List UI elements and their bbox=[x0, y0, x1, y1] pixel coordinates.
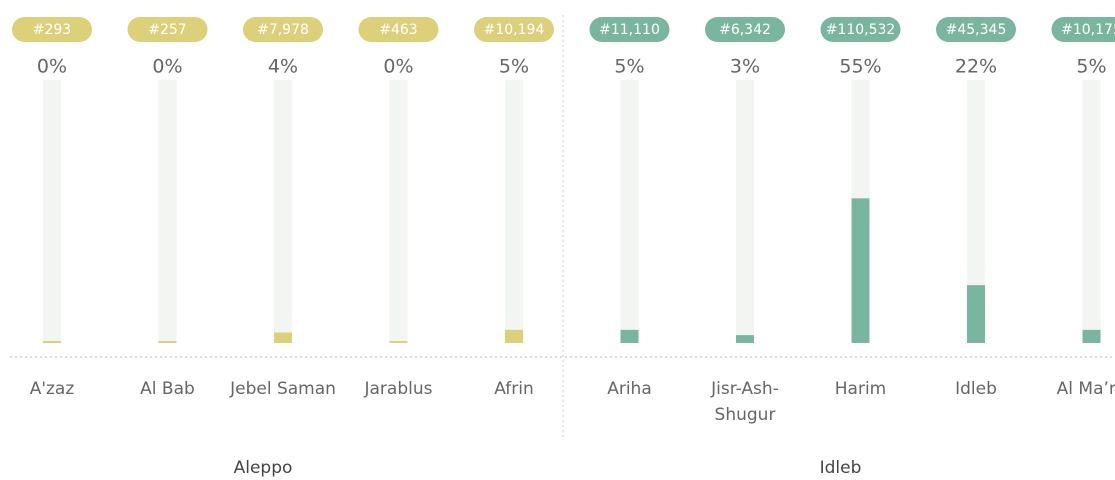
value-label: 0% bbox=[37, 56, 67, 78]
value-label: 4% bbox=[268, 56, 298, 78]
x-tick-label: Jebel Saman bbox=[229, 379, 336, 399]
x-tick-label: Harim bbox=[835, 379, 886, 399]
count-pill bbox=[820, 17, 901, 42]
x-tick-label: Al Ma’ra bbox=[1057, 379, 1115, 399]
bar-track bbox=[389, 80, 408, 343]
count-pill bbox=[936, 17, 1016, 42]
bar bbox=[851, 198, 870, 343]
x-tick-label-line: Jisr-Ash- bbox=[710, 379, 779, 399]
count-label: #7,978 bbox=[257, 22, 309, 38]
bar-track bbox=[274, 80, 292, 343]
bar bbox=[274, 332, 292, 343]
value-label: 22% bbox=[955, 56, 997, 78]
count-label: #11,110 bbox=[599, 22, 660, 38]
group-label: Idleb bbox=[820, 458, 862, 478]
x-tick-label: Idleb bbox=[955, 379, 997, 399]
group-label: Aleppo bbox=[234, 458, 293, 478]
count-label: #10,194 bbox=[484, 22, 545, 38]
x-tick-label: A'zaz bbox=[30, 379, 75, 399]
bar-track bbox=[158, 80, 177, 343]
bar-track bbox=[736, 80, 754, 343]
x-tick-label: Afrin bbox=[494, 379, 534, 399]
count-label: #463 bbox=[379, 22, 417, 38]
bar-track bbox=[967, 80, 985, 343]
count-pill bbox=[1051, 17, 1115, 42]
count-pill bbox=[705, 17, 785, 42]
bar-track bbox=[505, 80, 523, 343]
bar bbox=[1082, 329, 1101, 343]
value-label: 3% bbox=[730, 56, 760, 78]
x-tick-label: Jarablus bbox=[364, 379, 433, 399]
x-tick-label: Jisr-Ash- Shugur bbox=[710, 379, 779, 425]
value-label: 0% bbox=[383, 56, 413, 78]
count-label: #257 bbox=[148, 22, 186, 38]
value-label: 5% bbox=[614, 56, 644, 78]
bar-track bbox=[1082, 80, 1101, 343]
count-label: #6,342 bbox=[719, 22, 771, 38]
count-label: #45,345 bbox=[946, 22, 1007, 38]
value-label: 5% bbox=[499, 56, 529, 78]
bar bbox=[505, 329, 523, 343]
count-label: #110,532 bbox=[826, 22, 896, 38]
count-pill bbox=[12, 17, 92, 42]
x-tick-label: Ariha bbox=[607, 379, 652, 399]
count-pill bbox=[243, 17, 323, 42]
count-label: #10,175 bbox=[1061, 22, 1115, 38]
count-pill bbox=[358, 17, 439, 42]
bar bbox=[43, 341, 61, 343]
bar bbox=[967, 285, 985, 343]
x-tick-label-line: Shugur bbox=[715, 405, 776, 425]
value-label: 55% bbox=[839, 56, 881, 78]
x-tick-label: Al Bab bbox=[140, 379, 195, 399]
bar bbox=[389, 341, 408, 343]
count-pill bbox=[589, 17, 670, 42]
value-label: 5% bbox=[1076, 56, 1106, 78]
value-label: 0% bbox=[152, 56, 182, 78]
bar-track bbox=[43, 80, 61, 343]
count-pill bbox=[127, 17, 208, 42]
bar bbox=[158, 341, 177, 343]
bar-track bbox=[620, 80, 639, 343]
bar bbox=[736, 335, 754, 343]
count-pill bbox=[474, 17, 554, 42]
count-label: #293 bbox=[33, 22, 71, 38]
bar bbox=[620, 329, 639, 343]
